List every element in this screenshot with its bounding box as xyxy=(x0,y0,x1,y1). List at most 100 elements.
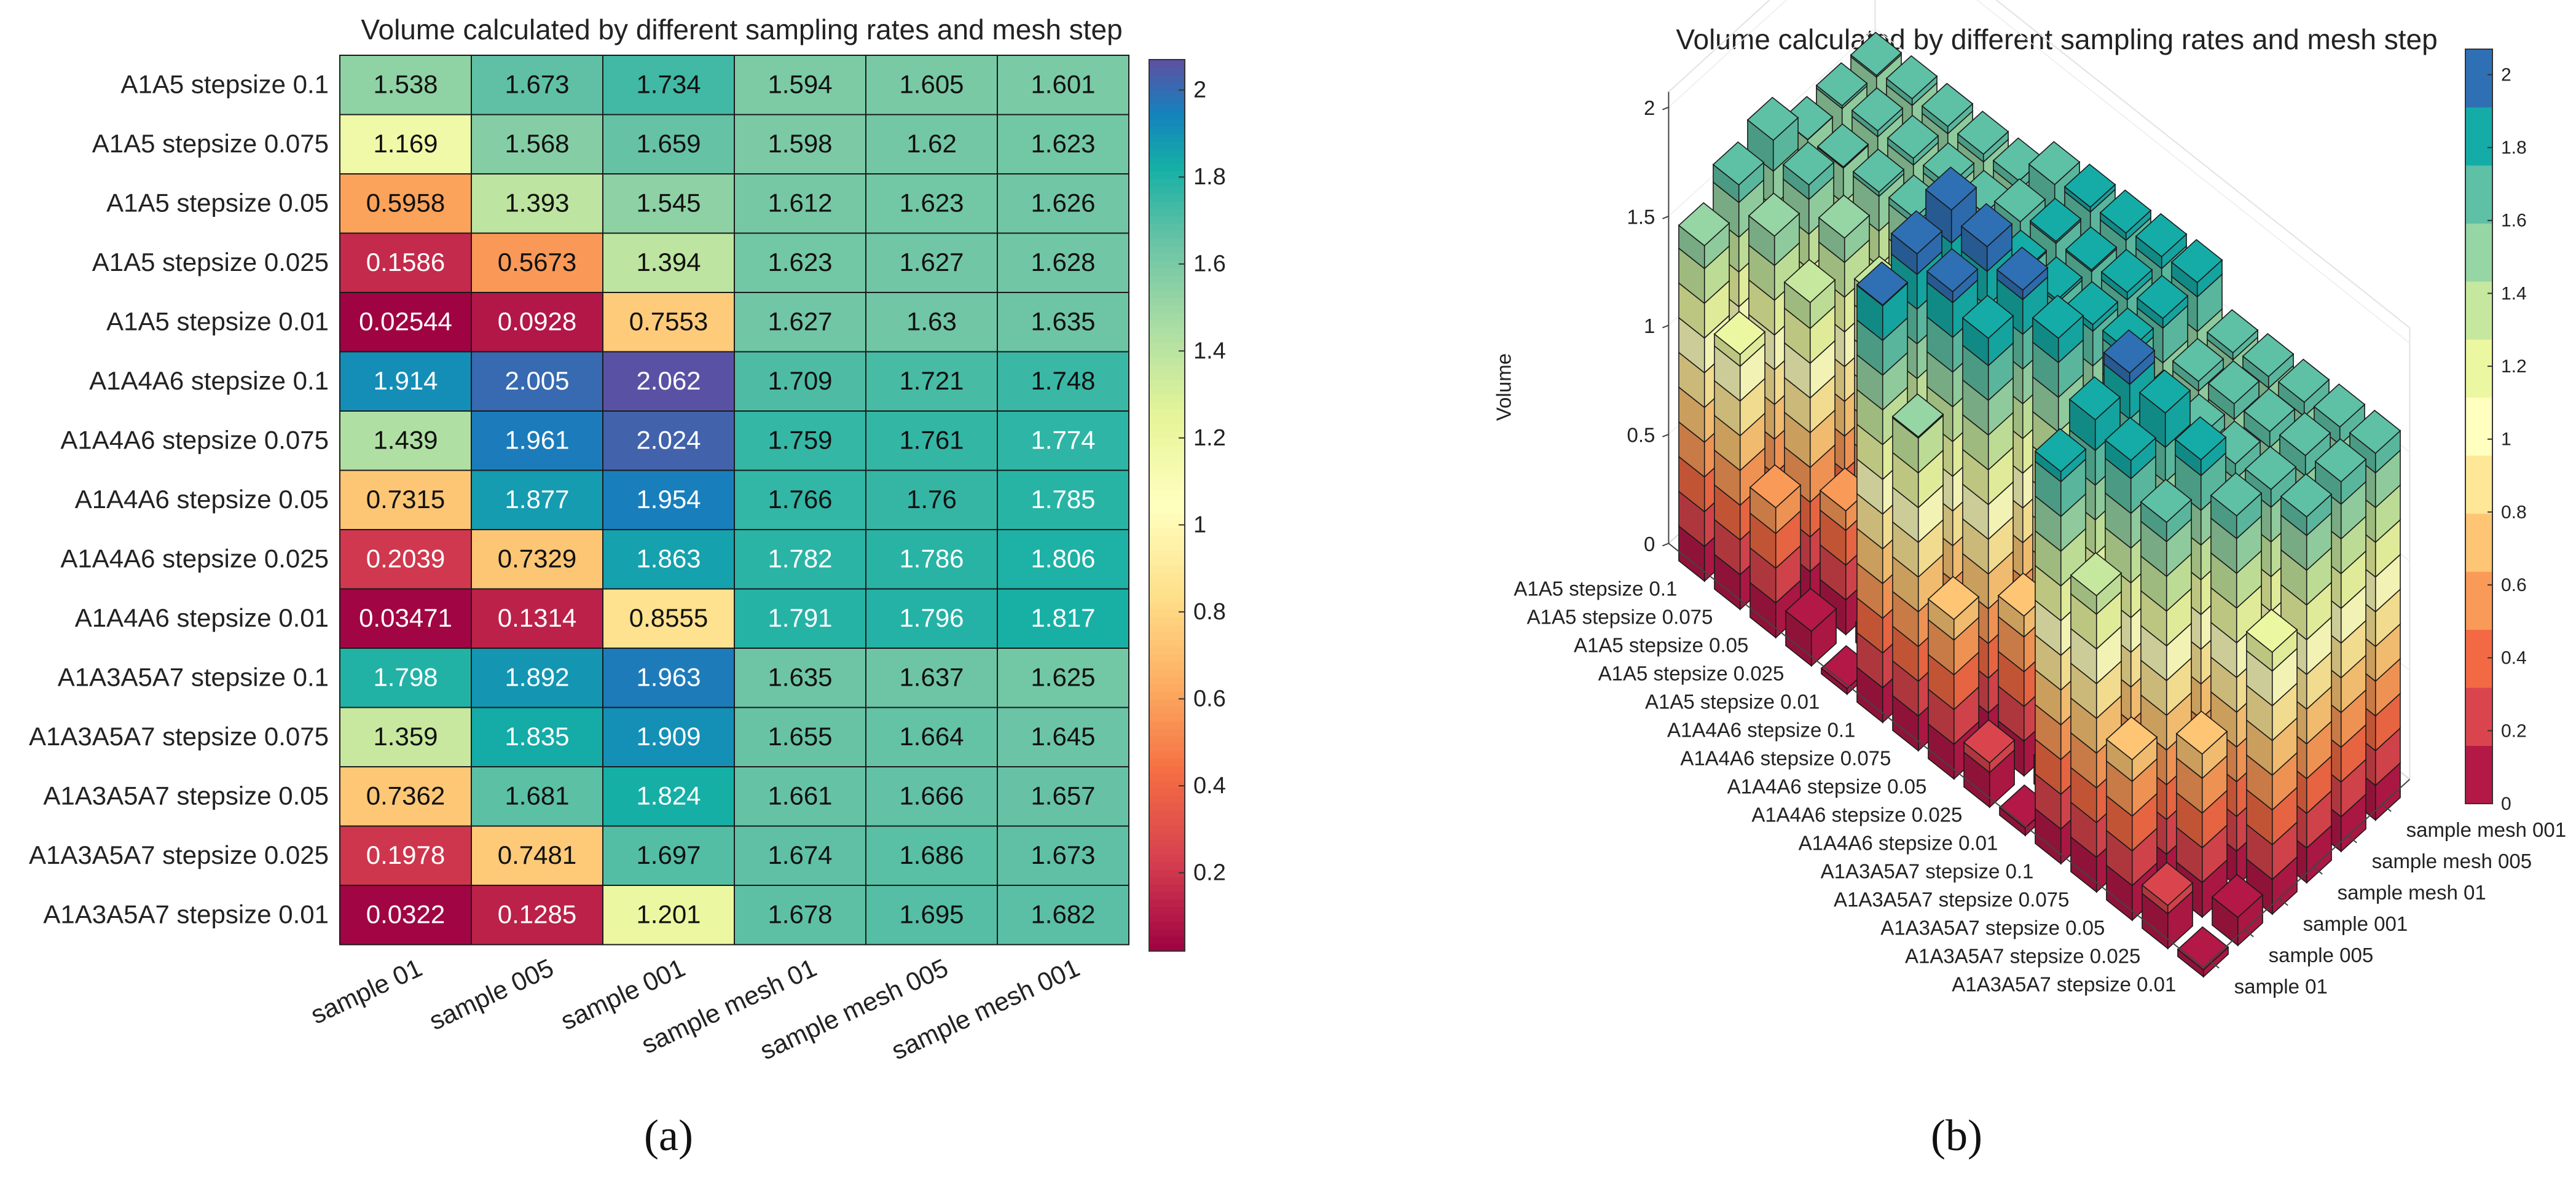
colorbar-segment xyxy=(1149,557,1185,566)
heatmap-cell xyxy=(997,173,1129,234)
heatmap-cell xyxy=(865,766,998,827)
heatmap-cell xyxy=(865,588,998,649)
heatmap-cell-label: 1.721 xyxy=(899,366,964,395)
colorbar-segment xyxy=(1149,386,1185,395)
colorbar-segment xyxy=(1149,282,1185,291)
colorbar-segment xyxy=(1149,186,1185,194)
heatmap-cell xyxy=(471,707,603,767)
heatmap-cell-label: 0.7362 xyxy=(366,781,445,810)
colorbar-segment xyxy=(1149,780,1185,788)
heatmap-cell-label: 0.7481 xyxy=(498,840,576,869)
heatmap-cell xyxy=(997,766,1129,827)
heatmap-row-label: A1A5 stepsize 0.05 xyxy=(106,188,329,217)
colorbar-segment xyxy=(1149,305,1185,313)
heatmap-cell-label: 1.439 xyxy=(373,425,438,454)
colorbar-frame xyxy=(1149,59,1185,952)
heatmap-cell xyxy=(734,292,866,353)
colorbar-segment xyxy=(1149,825,1185,833)
heatmap-cell-label: 1.686 xyxy=(899,840,964,869)
heatmap-cell xyxy=(997,55,1129,116)
heatmap-cell xyxy=(997,707,1129,767)
heatmap-cell-label: 1.201 xyxy=(636,899,701,928)
colorbar-segment xyxy=(1149,460,1185,469)
heatmap-cell-label: 1.791 xyxy=(768,603,832,632)
heatmap-column-label: sample 01 xyxy=(306,953,426,1029)
heatmap-cell-label: 1.774 xyxy=(1031,425,1095,454)
colorbar-segment xyxy=(1149,765,1185,774)
heatmap-cell xyxy=(734,469,866,530)
heatmap-cell-label: 1.664 xyxy=(899,722,964,751)
heatmap-cell xyxy=(471,529,603,590)
heatmap-cell xyxy=(339,529,472,590)
heatmap-cell xyxy=(865,292,998,353)
colorbar-tick-label: 1.2 xyxy=(1193,425,1226,451)
colorbar-segment xyxy=(1149,483,1185,492)
colorbar-segment xyxy=(1149,453,1185,461)
heatmap-cell-label: 1.734 xyxy=(636,69,701,98)
heatmap-cell-label: 1.623 xyxy=(768,248,832,276)
heatmap-cell xyxy=(339,232,472,293)
colorbar-segment xyxy=(1149,624,1185,633)
heatmap-cell xyxy=(734,173,866,234)
heatmap-cell xyxy=(997,114,1129,174)
colorbar-segment xyxy=(1149,193,1185,202)
heatmap-cell xyxy=(339,766,472,827)
colorbar-segment xyxy=(1149,111,1185,120)
heatmap-cell xyxy=(865,469,998,530)
heatmap-cell xyxy=(471,114,603,174)
colorbar-segment xyxy=(1149,178,1185,187)
heatmap-cell xyxy=(734,232,866,293)
colorbar-segment xyxy=(1149,215,1185,224)
heatmap-cell xyxy=(602,55,735,116)
colorbar-segment xyxy=(1149,921,1185,930)
colorbar-segment xyxy=(1149,490,1185,499)
heatmap-cell xyxy=(602,469,735,530)
heatmap-cell-label: 1.169 xyxy=(373,129,438,158)
heatmap-cell xyxy=(734,766,866,827)
heatmap-cell xyxy=(734,825,866,886)
colorbar-segment xyxy=(1149,899,1185,907)
colorbar-segment xyxy=(1149,378,1185,388)
colorbar-segment xyxy=(1149,171,1185,179)
heatmap-row-label: A1A4A6 stepsize 0.075 xyxy=(60,425,329,454)
colorbar-segment xyxy=(1149,356,1185,365)
colorbar-segment xyxy=(1149,772,1185,781)
heatmap-cell-label: 0.5673 xyxy=(498,248,576,276)
colorbar-segment xyxy=(1149,342,1185,350)
heatmap-cell xyxy=(997,232,1129,293)
heatmap-cell-label: 1.62 xyxy=(906,129,957,158)
heatmap-row-label: A1A4A6 stepsize 0.01 xyxy=(75,603,329,632)
heatmap-cell xyxy=(997,410,1129,471)
colorbar-segment xyxy=(1149,498,1185,506)
colorbar-segment xyxy=(1149,861,1185,870)
heatmap-cell xyxy=(339,292,472,353)
heatmap-cell xyxy=(734,707,866,767)
colorbar-segment xyxy=(1149,891,1185,900)
heatmap-cell xyxy=(865,885,998,946)
colorbar-segment xyxy=(1149,817,1185,826)
heatmap-row-labels: A1A5 stepsize 0.1 A1A5 stepsize 0.075 A1A5… xyxy=(29,69,329,928)
heatmap-cell-label: 0.7329 xyxy=(498,544,576,573)
heatmap-cell-label: 0.0928 xyxy=(498,307,576,335)
heatmap-cell-label: 0.1314 xyxy=(498,603,576,632)
heatmap-cell-label: 1.666 xyxy=(899,781,964,810)
heatmap-cell-label: 1.766 xyxy=(768,485,832,514)
heatmap-cell xyxy=(734,114,866,174)
heatmap-cell xyxy=(865,825,998,886)
heatmap-cell-label: 0.7315 xyxy=(366,485,445,514)
colorbar-segment xyxy=(1149,349,1185,358)
colorbar-segment xyxy=(1149,810,1185,818)
heatmap-cell-label: 1.594 xyxy=(768,69,832,98)
heatmap-cell-label: 0.5958 xyxy=(366,188,445,217)
heatmap-title: Volume calculated by different sampling … xyxy=(361,14,1122,45)
colorbar-segment xyxy=(1149,743,1185,751)
heatmap-cell xyxy=(339,410,472,471)
heatmap-cell-label: 2.024 xyxy=(636,425,701,454)
heatmap-cell xyxy=(602,292,735,353)
colorbar-segment xyxy=(1149,200,1185,209)
heatmap-colorbar: 0.2 0.4 0.6 0.8 1 1.2 1.4 1.6 1.8 2 xyxy=(1149,59,1226,952)
heatmap-cell xyxy=(997,825,1129,886)
heatmap-cell-label: 1.785 xyxy=(1031,485,1095,514)
colorbar-segment xyxy=(1149,758,1185,766)
heatmap-cell-label: 1.961 xyxy=(505,425,569,454)
